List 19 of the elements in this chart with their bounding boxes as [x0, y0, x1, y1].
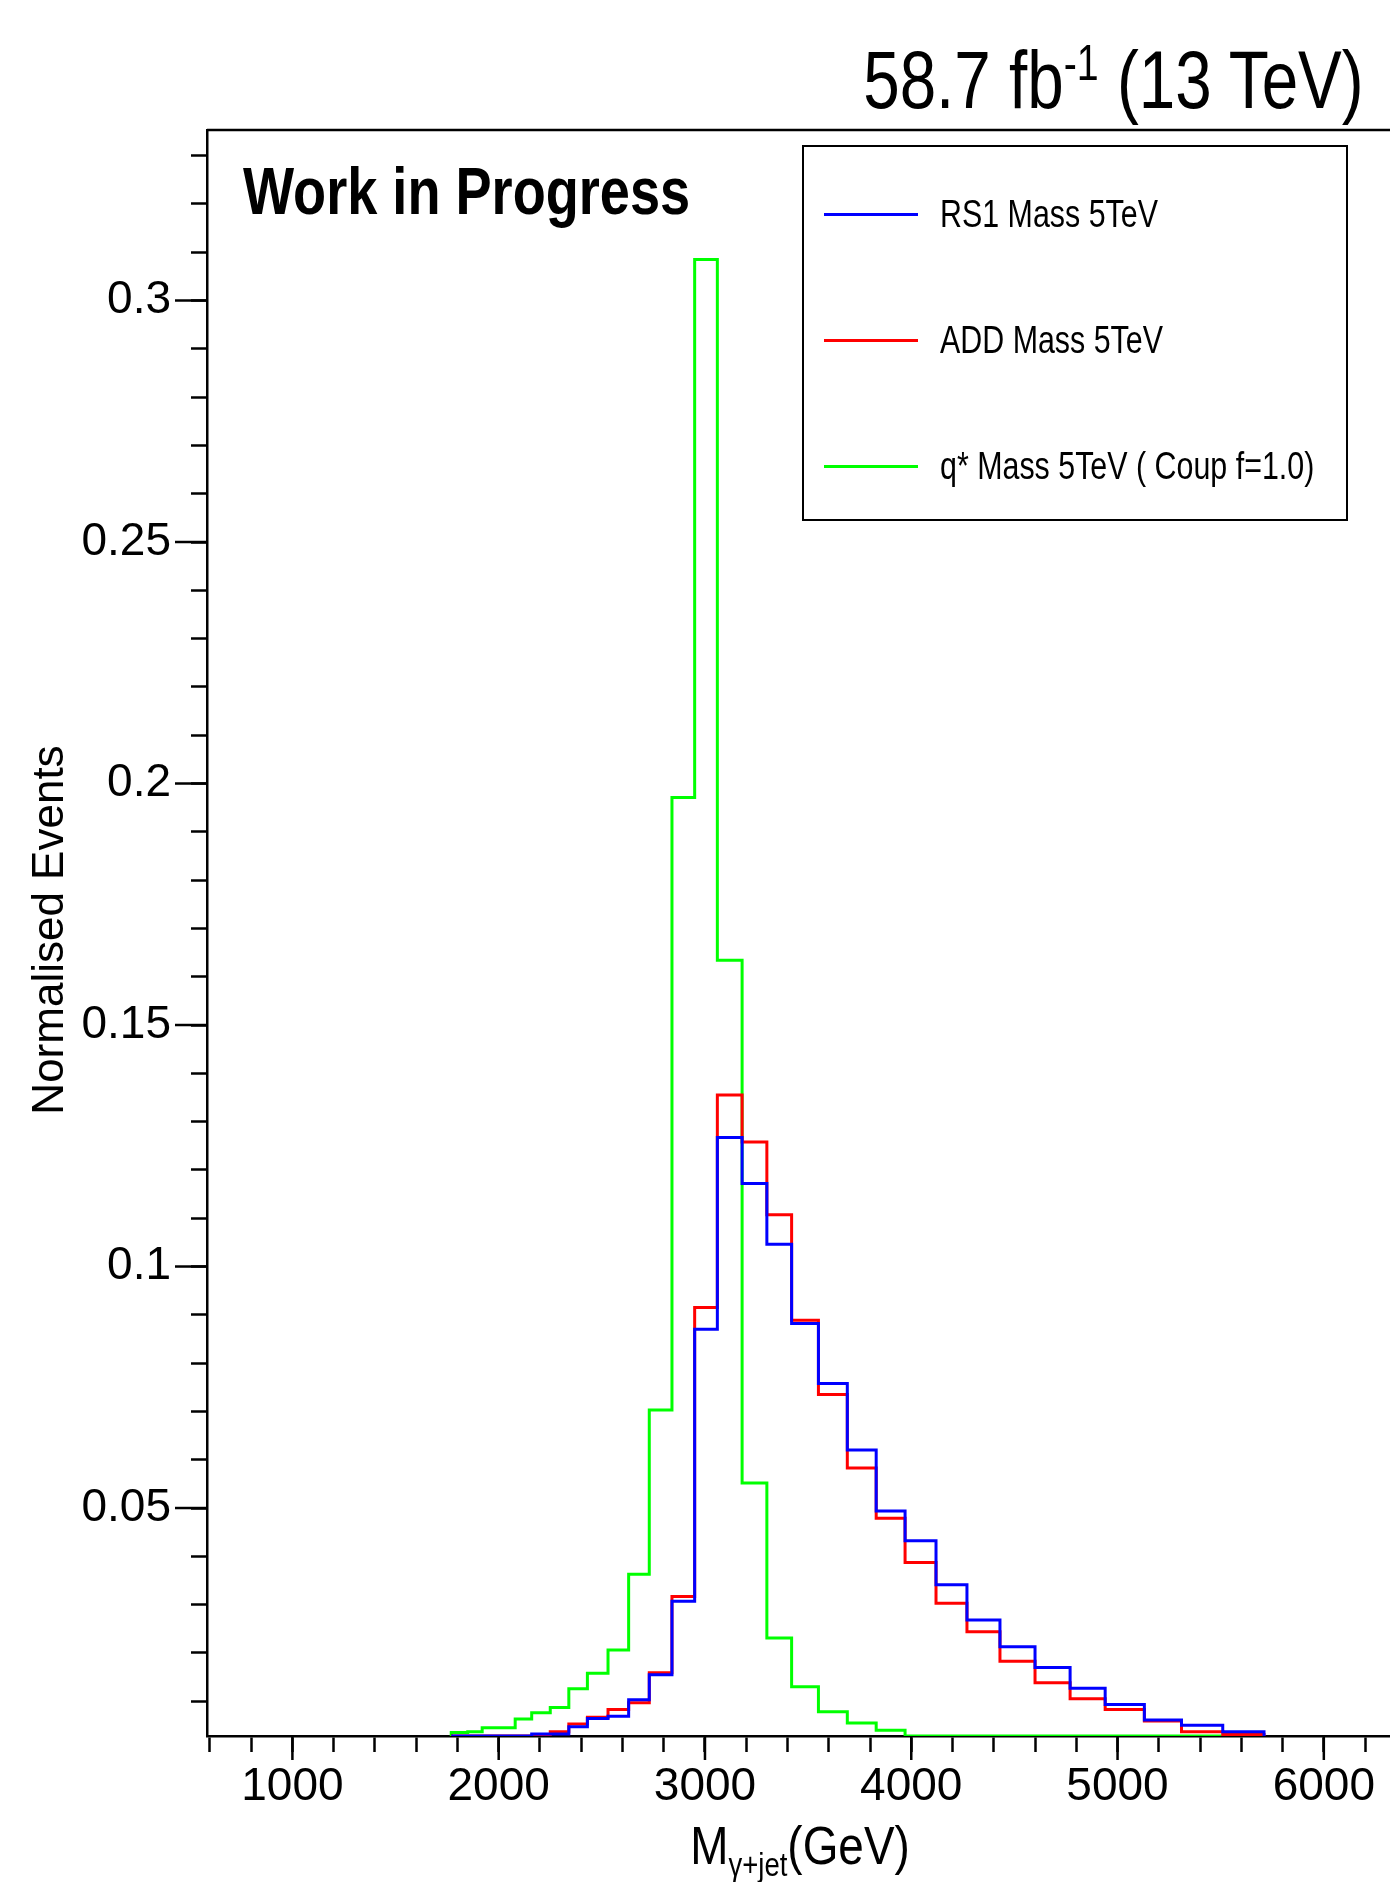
x-tick-label: 1000 — [241, 1758, 344, 1811]
y-tick-label: 0.15 — [81, 995, 171, 1048]
y-tick-label: 0.2 — [107, 754, 171, 807]
y-tick-label: 0.05 — [81, 1478, 171, 1531]
x-tick-label: 4000 — [860, 1758, 963, 1811]
y-tick-label: 0.25 — [81, 512, 171, 565]
legend-label: RS1 Mass 5TeV — [940, 193, 1158, 235]
x-tick-label: 2000 — [447, 1758, 550, 1811]
annotation: Work in Progress — [243, 154, 691, 228]
y-tick-label: 0.1 — [107, 1237, 171, 1290]
legend-label: ADD Mass 5TeV — [940, 319, 1163, 361]
y-axis-title: Normalised Events — [23, 745, 72, 1115]
legend-label: q* Mass 5TeV ( Coup f=1.0) — [940, 445, 1315, 487]
x-tick-label: 6000 — [1272, 1758, 1375, 1811]
x-tick-label: 3000 — [653, 1758, 757, 1811]
y-tick-label: 0.3 — [107, 271, 171, 324]
x-axis-title: M$_{γ+jet}$(GeV) — [690, 1815, 910, 1882]
x-tick-label: 5000 — [1066, 1758, 1169, 1811]
chart-title: 58.7 fb$^{-1}$ (13 TeV) — [863, 34, 1364, 126]
